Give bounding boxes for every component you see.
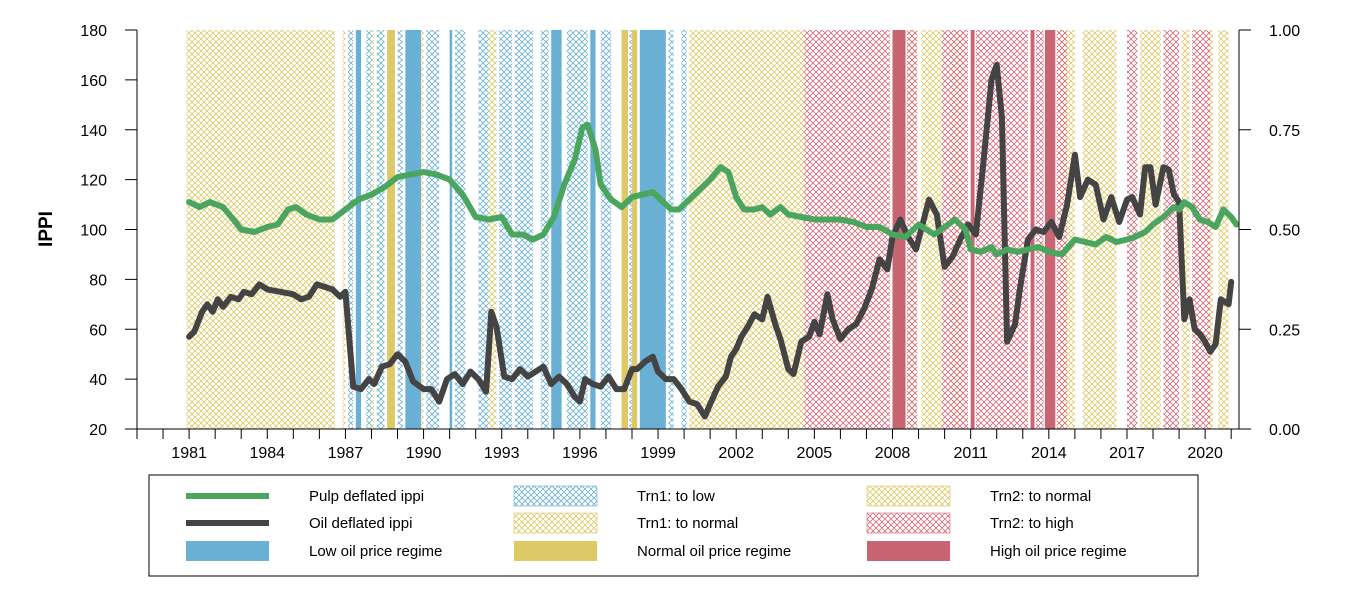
series-line-pulp bbox=[186, 121, 1239, 258]
y-tick-label-0: 20 bbox=[89, 422, 107, 439]
y-tick-label-4: 100 bbox=[80, 223, 107, 240]
legend-swatch-trn2-high bbox=[866, 512, 951, 534]
x-tick-label-10: 2011 bbox=[953, 445, 988, 462]
y-right-tick-label-0: 0.00 bbox=[1269, 422, 1300, 439]
band-regime-normal-0 bbox=[387, 30, 395, 429]
legend-box bbox=[148, 474, 1199, 577]
band-trn1-normal-1 bbox=[342, 30, 346, 429]
x-tick-label-12: 2017 bbox=[1109, 445, 1145, 462]
x-tick-label-7: 2002 bbox=[718, 445, 754, 462]
legend-swatch-trn1-low bbox=[513, 485, 598, 507]
x-tick-label-1: 1984 bbox=[249, 445, 285, 462]
band-trn1-low-11 bbox=[600, 30, 612, 429]
band-trn1-low-13 bbox=[668, 30, 674, 429]
x-tick-label-5: 1996 bbox=[562, 445, 598, 462]
series-line-oil bbox=[186, 61, 1235, 420]
band-regime-normal-2 bbox=[631, 30, 638, 429]
legend-swatch-oil bbox=[186, 520, 269, 526]
band-trn1-low-2 bbox=[376, 30, 385, 429]
legend-swatch-low bbox=[186, 541, 269, 561]
band-regime-low-3 bbox=[551, 30, 562, 429]
x-tick-label-9: 2008 bbox=[875, 445, 911, 462]
y-right-tick-label-2: 0.50 bbox=[1269, 223, 1300, 240]
band-trn2-high-8 bbox=[1192, 30, 1211, 429]
band-trn2-normal-4 bbox=[1082, 30, 1117, 429]
band-regime-low-1 bbox=[405, 30, 421, 429]
legend-label-normal: Normal oil price regime bbox=[637, 543, 791, 560]
legend: Pulp deflated ippi Trn1: to low Trn2: to n… bbox=[148, 474, 1199, 577]
y-tick-label-2: 60 bbox=[89, 322, 107, 339]
legend-label-trn2-normal: Trn2: to normal bbox=[990, 488, 1091, 505]
band-trn1-low-4 bbox=[426, 30, 440, 429]
x-tick-label-13: 2020 bbox=[1187, 445, 1223, 462]
band-regime-low-0 bbox=[355, 30, 362, 429]
x-tick-label-4: 1993 bbox=[484, 445, 520, 462]
band-trn2-high-6 bbox=[1126, 30, 1138, 429]
x-tick-label-0: 1981 bbox=[171, 445, 207, 462]
x-tick-label-6: 1999 bbox=[640, 445, 676, 462]
legend-swatch-normal bbox=[514, 541, 597, 561]
band-trn2-normal-8 bbox=[1218, 30, 1229, 429]
band-regime-normal-1 bbox=[621, 30, 629, 429]
y-tick-label-8: 180 bbox=[80, 23, 107, 40]
band-regime-low-4 bbox=[590, 30, 596, 429]
legend-label-low: Low oil price regime bbox=[309, 543, 442, 560]
y-tick-label-7: 160 bbox=[80, 73, 107, 90]
tick-labels: 20 40 60 80 100 120 140 160 180 0.00 0.25 0.50 0.75 1… bbox=[80, 23, 1300, 462]
y-axis-title: IPPI bbox=[36, 211, 57, 247]
legend-swatch-trn2-normal bbox=[866, 485, 951, 507]
band-trn1-low-0 bbox=[348, 30, 354, 429]
band-trn2-high-7 bbox=[1163, 30, 1180, 429]
legend-label-trn1-low: Trn1: to low bbox=[637, 488, 715, 505]
y-tick-label-5: 120 bbox=[80, 173, 107, 190]
band-regime-high-3 bbox=[1044, 30, 1056, 429]
band-trn1-low-10 bbox=[566, 30, 588, 429]
band-trn1-low-6 bbox=[478, 30, 489, 429]
band-trn1-low-8 bbox=[514, 30, 533, 429]
y-tick-label-1: 40 bbox=[89, 372, 107, 389]
y-tick-label-6: 140 bbox=[80, 123, 107, 140]
legend-swatch-trn1-normal bbox=[513, 512, 598, 534]
band-trn1-low-7 bbox=[499, 30, 513, 429]
y-right-tick-label-4: 1.00 bbox=[1269, 23, 1300, 40]
legend-label-trn2-high: Trn2: to high bbox=[990, 515, 1074, 532]
band-trn1-low-14 bbox=[681, 30, 687, 429]
y-right-tick-label-1: 0.25 bbox=[1269, 322, 1300, 339]
band-trn2-normal-6 bbox=[1181, 30, 1190, 429]
x-tick-label-8: 2005 bbox=[797, 445, 833, 462]
series-lines bbox=[186, 61, 1239, 420]
y-right-tick-label-3: 0.75 bbox=[1269, 123, 1300, 140]
band-trn1-normal-2 bbox=[371, 30, 375, 429]
band-trn1-normal-3 bbox=[420, 30, 424, 429]
band-trn1-low-5 bbox=[454, 30, 466, 429]
legend-swatch-pulp bbox=[186, 493, 269, 499]
legend-label-high: High oil price regime bbox=[990, 543, 1127, 560]
legend-label-oil: Oil deflated ippi bbox=[309, 515, 412, 532]
regime-bands bbox=[186, 30, 1229, 429]
band-regime-low-5 bbox=[639, 30, 666, 429]
band-trn1-low-3 bbox=[397, 30, 403, 429]
legend-label-trn1-normal: Trn1: to normal bbox=[637, 515, 738, 532]
band-trn1-low-1 bbox=[366, 30, 372, 429]
band-trn1-normal-4 bbox=[488, 30, 497, 429]
y-tick-label-3: 80 bbox=[89, 272, 107, 289]
band-regime-low-2 bbox=[449, 30, 453, 429]
x-tick-label-11: 2014 bbox=[1031, 445, 1067, 462]
axes bbox=[125, 29, 1251, 439]
x-tick-label-3: 1990 bbox=[406, 445, 442, 462]
x-tick-label-2: 1987 bbox=[328, 445, 364, 462]
legend-label-pulp: Pulp deflated ippi bbox=[309, 488, 424, 505]
legend-swatch-high bbox=[867, 541, 950, 561]
